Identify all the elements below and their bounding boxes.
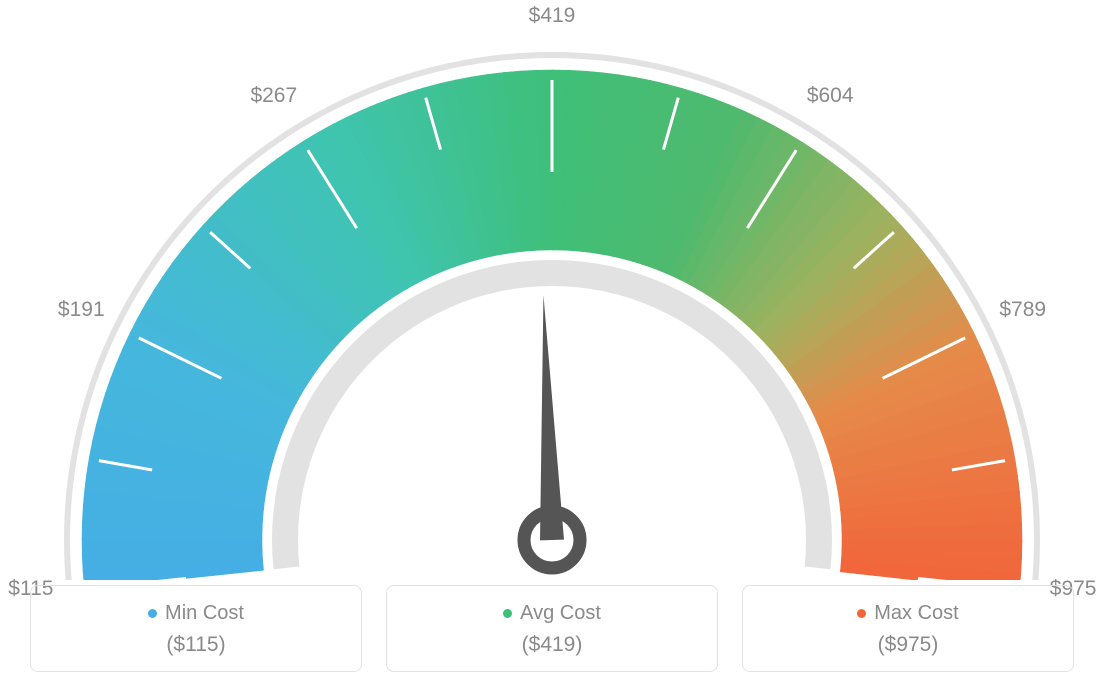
legend-card-avg: Avg Cost ($419) [386, 585, 718, 672]
gauge-tick-label: $419 [529, 4, 576, 28]
dot-icon [857, 609, 866, 618]
legend-title-avg: Avg Cost [503, 602, 601, 625]
legend-title-max: Max Cost [857, 602, 958, 625]
legend-value-min: ($115) [41, 633, 351, 657]
legend-title-max-text: Max Cost [874, 602, 958, 625]
gauge-chart: $115$191$267$419$604$789$975 [0, 0, 1104, 580]
legend-title-min-text: Min Cost [165, 602, 244, 625]
gauge-tick-label: $191 [58, 298, 105, 322]
legend-card-min: Min Cost ($115) [30, 585, 362, 672]
dot-icon [148, 609, 157, 618]
gauge-svg [0, 0, 1104, 580]
gauge-tick-label: $267 [250, 84, 297, 108]
legend-row: Min Cost ($115) Avg Cost ($419) Max Cost… [0, 585, 1104, 672]
legend-value-avg: ($419) [397, 633, 707, 657]
legend-value-max: ($975) [753, 633, 1063, 657]
gauge-tick-label: $604 [807, 84, 854, 108]
legend-title-min: Min Cost [148, 602, 244, 625]
legend-title-avg-text: Avg Cost [520, 602, 601, 625]
dot-icon [503, 609, 512, 618]
gauge-tick-label: $789 [999, 298, 1046, 322]
legend-card-max: Max Cost ($975) [742, 585, 1074, 672]
